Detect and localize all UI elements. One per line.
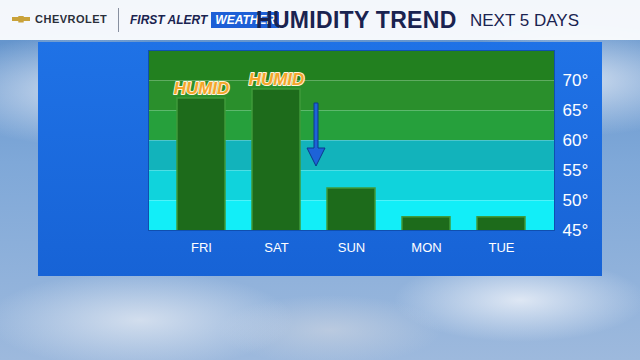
- svg-text:HUMID: HUMID: [174, 79, 230, 98]
- svg-text:45°: 45°: [563, 221, 589, 240]
- svg-text:SUN: SUN: [338, 240, 365, 255]
- html-text:CHEVROLET: CHEVROLET: [35, 13, 108, 25]
- svg-text:50°: 50°: [563, 191, 589, 210]
- svg-text:60°: 60°: [563, 131, 589, 150]
- html-text:FIRST ALERT: FIRST ALERT: [130, 13, 208, 27]
- html-text:NEXT 5 DAYS: NEXT 5 DAYS: [470, 11, 579, 30]
- svg-text:HUMID: HUMID: [249, 70, 305, 89]
- svg-text:TUE: TUE: [489, 240, 515, 255]
- svg-text:MON: MON: [411, 240, 441, 255]
- html-text:HUMIDITY TREND: HUMIDITY TREND: [256, 7, 457, 33]
- svg-text:SAT: SAT: [264, 240, 288, 255]
- svg-text:55°: 55°: [563, 161, 589, 180]
- svg-text:65°: 65°: [563, 101, 589, 120]
- svg-text:70°: 70°: [563, 71, 589, 90]
- html-text:WEATHER: WEATHER: [215, 13, 276, 27]
- svg-text:FRI: FRI: [191, 240, 212, 255]
